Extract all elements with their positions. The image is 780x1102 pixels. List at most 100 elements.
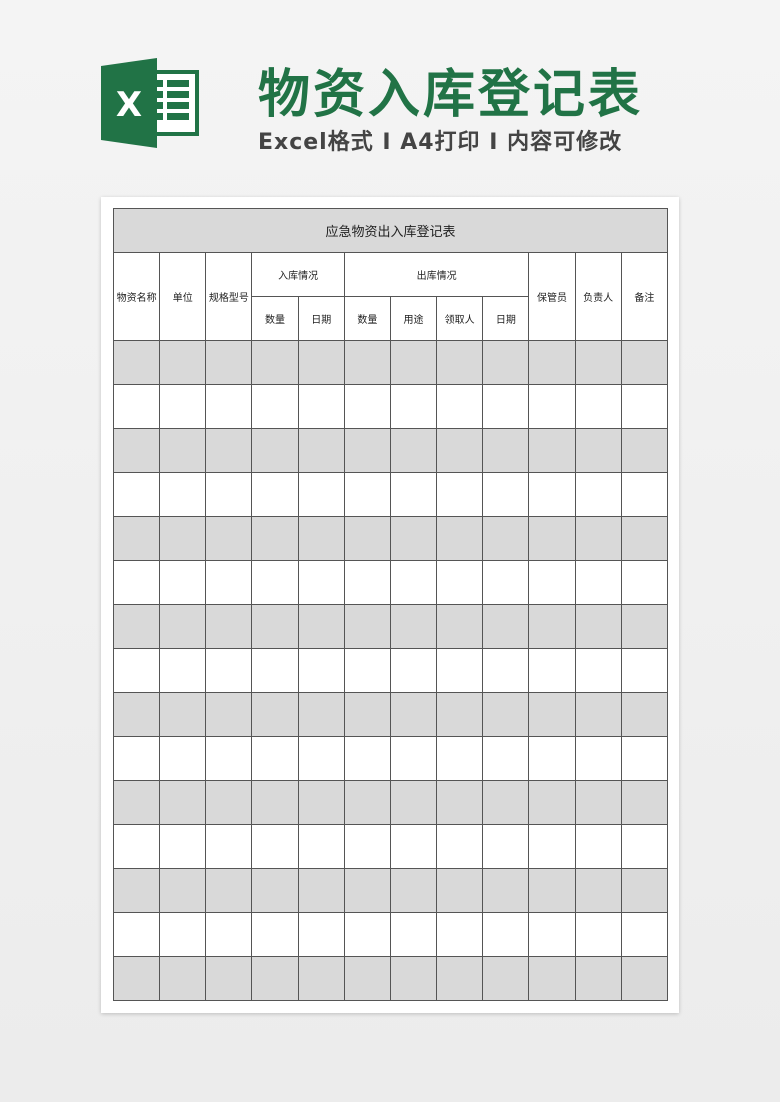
table-cell[interactable]: [297, 340, 345, 385]
table-cell[interactable]: [389, 824, 438, 869]
table-cell[interactable]: [343, 868, 391, 913]
table-cell[interactable]: [251, 780, 299, 825]
table-cell[interactable]: [436, 824, 484, 869]
table-cell[interactable]: [251, 956, 299, 1001]
table-cell[interactable]: [620, 384, 669, 429]
table-cell[interactable]: [389, 648, 438, 693]
table-cell[interactable]: [528, 516, 576, 561]
table-cell[interactable]: [436, 736, 484, 781]
table-cell[interactable]: [528, 868, 576, 913]
table-cell[interactable]: [297, 736, 345, 781]
table-cell[interactable]: [389, 868, 438, 913]
table-cell[interactable]: [620, 560, 669, 605]
table-cell[interactable]: [620, 516, 669, 561]
table-cell[interactable]: [528, 428, 576, 473]
table-cell[interactable]: [112, 824, 161, 869]
table-cell[interactable]: [482, 560, 530, 605]
table-cell[interactable]: [205, 472, 253, 517]
table-cell[interactable]: [251, 340, 299, 385]
table-cell[interactable]: [251, 692, 299, 737]
table-cell[interactable]: [574, 340, 622, 385]
table-cell[interactable]: [159, 912, 207, 957]
table-cell[interactable]: [389, 560, 438, 605]
table-cell[interactable]: [574, 604, 622, 649]
table-cell[interactable]: [251, 912, 299, 957]
table-cell[interactable]: [620, 604, 669, 649]
table-cell[interactable]: [205, 516, 253, 561]
table-cell[interactable]: [205, 868, 253, 913]
table-cell[interactable]: [343, 472, 391, 517]
table-cell[interactable]: [620, 692, 669, 737]
table-cell[interactable]: [251, 648, 299, 693]
table-cell[interactable]: [343, 736, 391, 781]
table-cell[interactable]: [389, 384, 438, 429]
table-cell[interactable]: [297, 428, 345, 473]
table-cell[interactable]: [343, 824, 391, 869]
table-cell[interactable]: [159, 824, 207, 869]
table-cell[interactable]: [482, 340, 530, 385]
table-cell[interactable]: [112, 560, 161, 605]
table-cell[interactable]: [574, 692, 622, 737]
table-cell[interactable]: [297, 868, 345, 913]
table-cell[interactable]: [112, 736, 161, 781]
table-cell[interactable]: [251, 516, 299, 561]
table-cell[interactable]: [159, 956, 207, 1001]
table-cell[interactable]: [482, 692, 530, 737]
table-cell[interactable]: [159, 648, 207, 693]
table-cell[interactable]: [112, 912, 161, 957]
table-cell[interactable]: [574, 560, 622, 605]
table-cell[interactable]: [112, 516, 161, 561]
table-cell[interactable]: [574, 736, 622, 781]
table-cell[interactable]: [112, 692, 161, 737]
table-cell[interactable]: [205, 428, 253, 473]
table-cell[interactable]: [436, 692, 484, 737]
table-cell[interactable]: [297, 472, 345, 517]
table-cell[interactable]: [528, 384, 576, 429]
table-cell[interactable]: [112, 472, 161, 517]
table-cell[interactable]: [343, 384, 391, 429]
table-cell[interactable]: [112, 868, 161, 913]
table-cell[interactable]: [205, 912, 253, 957]
table-cell[interactable]: [574, 956, 622, 1001]
table-cell[interactable]: [159, 736, 207, 781]
table-cell[interactable]: [482, 648, 530, 693]
table-cell[interactable]: [205, 824, 253, 869]
table-cell[interactable]: [159, 780, 207, 825]
table-cell[interactable]: [205, 736, 253, 781]
table-cell[interactable]: [528, 560, 576, 605]
table-cell[interactable]: [389, 516, 438, 561]
table-cell[interactable]: [205, 560, 253, 605]
table-cell[interactable]: [159, 560, 207, 605]
table-cell[interactable]: [574, 384, 622, 429]
table-cell[interactable]: [297, 384, 345, 429]
table-cell[interactable]: [389, 736, 438, 781]
table-cell[interactable]: [297, 692, 345, 737]
table-cell[interactable]: [343, 560, 391, 605]
table-cell[interactable]: [620, 736, 669, 781]
table-cell[interactable]: [205, 648, 253, 693]
table-cell[interactable]: [574, 824, 622, 869]
table-cell[interactable]: [389, 912, 438, 957]
table-cell[interactable]: [343, 692, 391, 737]
table-cell[interactable]: [574, 780, 622, 825]
table-cell[interactable]: [528, 912, 576, 957]
table-cell[interactable]: [389, 428, 438, 473]
table-cell[interactable]: [620, 428, 669, 473]
table-cell[interactable]: [620, 956, 669, 1001]
table-cell[interactable]: [389, 780, 438, 825]
table-cell[interactable]: [343, 604, 391, 649]
table-cell[interactable]: [574, 428, 622, 473]
table-cell[interactable]: [436, 912, 484, 957]
table-cell[interactable]: [620, 868, 669, 913]
table-cell[interactable]: [389, 604, 438, 649]
table-cell[interactable]: [389, 956, 438, 1001]
table-cell[interactable]: [482, 956, 530, 1001]
table-cell[interactable]: [251, 604, 299, 649]
table-cell[interactable]: [389, 340, 438, 385]
table-cell[interactable]: [574, 648, 622, 693]
table-cell[interactable]: [482, 428, 530, 473]
table-cell[interactable]: [482, 868, 530, 913]
table-cell[interactable]: [159, 604, 207, 649]
table-cell[interactable]: [436, 648, 484, 693]
table-cell[interactable]: [205, 692, 253, 737]
